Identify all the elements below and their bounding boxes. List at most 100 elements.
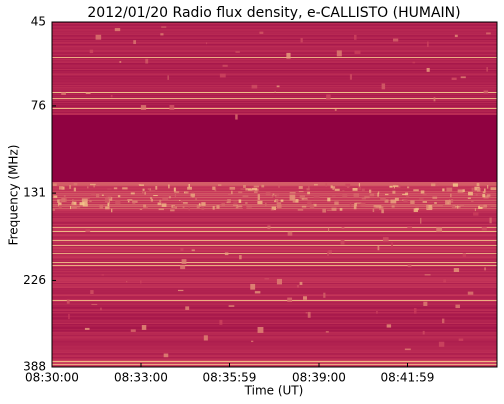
spectrum-speckle [303, 296, 307, 300]
spectrum-row [52, 325, 497, 327]
spectrum-row [52, 252, 497, 254]
spectrum-speckle [462, 253, 466, 257]
spectrum-speckle [184, 191, 189, 194]
spectrum-row [52, 78, 497, 80]
spectrum-speckle [471, 200, 474, 202]
spectrum-row [52, 91, 497, 93]
spectrum-row [52, 235, 497, 237]
spectrum-speckle [99, 205, 103, 210]
spectrum-row [52, 248, 497, 250]
spectrum-speckle [379, 206, 384, 210]
spectrum-speckle [483, 90, 489, 94]
spectrum-row [52, 349, 497, 351]
spectrum-speckle [426, 204, 429, 210]
spectrum-row [52, 363, 497, 365]
spectrum-speckle [407, 186, 410, 189]
spectrum-speckle [158, 208, 164, 211]
spectrum-speckle [332, 186, 336, 190]
spectrum-row [52, 313, 497, 315]
spectrum-row [52, 271, 497, 273]
spectrum-speckle [222, 64, 228, 67]
spectrum-speckle [181, 259, 187, 264]
spectrum-row [52, 24, 497, 26]
spectrum-row [52, 140, 497, 142]
spectrum-row [52, 174, 497, 176]
spectrum-speckle [376, 310, 378, 314]
spectrum-row [52, 266, 497, 268]
spectrum-speckle [481, 227, 487, 231]
spectrum-row [52, 49, 497, 51]
spectrum-speckle [53, 195, 58, 198]
spectrum-row [52, 256, 497, 258]
spectrum-row [52, 121, 497, 123]
y-tick-label: 76 [31, 98, 46, 112]
spectrum-row [52, 241, 497, 243]
spectrum-speckle [331, 194, 336, 197]
spectrum-row [52, 310, 497, 312]
spectrum-row [52, 112, 497, 114]
spectrum-speckle [161, 203, 167, 207]
spectrum-row [52, 51, 497, 53]
spectrum-speckle [375, 205, 382, 208]
spectrum-speckle [309, 204, 315, 209]
spectrum-speckle [412, 61, 416, 64]
spectrum-speckle [71, 205, 77, 209]
spectrum-row [52, 107, 497, 109]
spectrum-row [52, 157, 497, 159]
spectrum-row [52, 147, 497, 149]
spectrum-speckle [413, 208, 418, 213]
spectrum-row [52, 243, 497, 245]
spectrum-speckle [307, 191, 311, 195]
spectrum-row [52, 80, 497, 82]
spectrum-row [52, 65, 497, 67]
spectrum-row [52, 135, 497, 137]
spectrum-row [52, 322, 497, 324]
spectrum-row [52, 110, 497, 112]
spectrum-row [52, 192, 497, 194]
spectrum-speckle [217, 184, 222, 186]
spectrum-speckle [191, 249, 195, 252]
spectrum-speckle [264, 202, 267, 207]
spectrum-row [52, 177, 497, 179]
spectrum-row [52, 164, 497, 166]
spectrum-speckle [233, 201, 238, 205]
spectrum-speckle [228, 193, 231, 195]
spectrum-row [52, 296, 497, 298]
spectrum-row [52, 52, 497, 54]
spectrum-speckle [437, 205, 443, 207]
spectrum-speckle [476, 187, 481, 192]
x-tick-label: 08:35:59 [203, 371, 257, 385]
spectrum-speckle [391, 242, 393, 248]
spectrum-speckle [478, 205, 480, 209]
spectrum-row [52, 116, 497, 118]
spectrum-speckle [68, 313, 70, 320]
spectrum-speckle [369, 193, 375, 197]
spectrum-speckle [484, 267, 487, 271]
spectrum-speckle [433, 97, 436, 102]
spectrum-speckle [91, 192, 96, 196]
spectrum-row [52, 339, 497, 341]
spectrum-speckle [354, 50, 361, 54]
spectrum-speckle [334, 201, 339, 205]
spectrum-row [52, 180, 497, 182]
spectrum-speckle [486, 32, 491, 35]
spectrum-row [52, 144, 497, 146]
spectrum-row [52, 362, 497, 364]
spectrum-speckle [442, 318, 445, 324]
spectrum-speckle [369, 189, 372, 193]
spectrum-row [52, 115, 497, 117]
spectrum-speckle [349, 74, 353, 80]
spectrum-row [52, 103, 497, 105]
spectrum-speckle [59, 199, 64, 202]
spectrum-row [52, 163, 497, 165]
spectrum-row [52, 265, 497, 267]
spectrum-row [52, 352, 497, 354]
spectrum-speckle [235, 51, 240, 53]
spectrum-row [52, 225, 497, 227]
spectrum-speckle [107, 202, 110, 207]
spectrum-speckle [153, 195, 158, 197]
spectrum-speckle [182, 201, 188, 204]
spectrum-speckle [428, 204, 433, 209]
spectrum-speckle [95, 34, 102, 40]
spectrum-speckle [224, 252, 229, 256]
